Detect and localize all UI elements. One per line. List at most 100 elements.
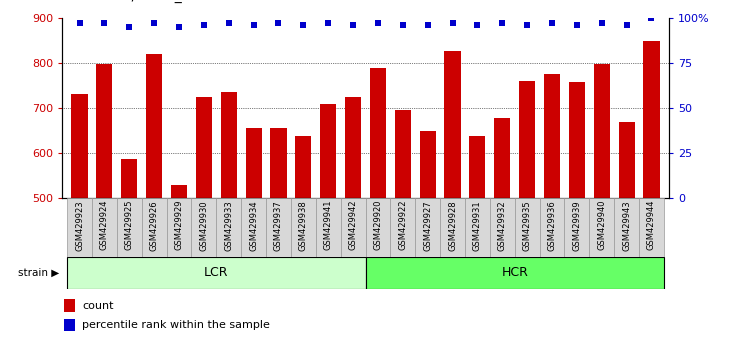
Text: GSM429932: GSM429932 — [498, 200, 507, 251]
Bar — [564, 198, 589, 257]
Bar — [117, 198, 142, 257]
Text: GSM429928: GSM429928 — [448, 200, 457, 251]
Text: GSM429943: GSM429943 — [622, 200, 631, 251]
Text: GSM429944: GSM429944 — [647, 200, 656, 251]
Bar — [341, 198, 366, 257]
Bar — [241, 198, 266, 257]
Point — [99, 20, 110, 26]
Text: GSM429934: GSM429934 — [249, 200, 258, 251]
Bar — [221, 92, 237, 198]
Bar — [539, 198, 564, 257]
Text: GSM429925: GSM429925 — [125, 200, 134, 251]
Bar — [594, 64, 610, 198]
Text: GSM429923: GSM429923 — [75, 200, 84, 251]
Point — [273, 20, 284, 26]
Bar — [96, 64, 113, 198]
Bar — [167, 198, 192, 257]
Bar — [544, 74, 560, 198]
Bar — [366, 198, 390, 257]
Bar — [64, 299, 75, 312]
Point — [372, 20, 384, 26]
Bar — [266, 198, 291, 257]
Text: GSM429939: GSM429939 — [572, 200, 581, 251]
Point — [223, 20, 235, 26]
Text: GSM429929: GSM429929 — [175, 200, 183, 251]
Point — [298, 22, 309, 28]
Bar — [643, 41, 659, 198]
Text: GSM429935: GSM429935 — [523, 200, 531, 251]
Bar — [320, 104, 336, 198]
Bar — [589, 198, 614, 257]
Bar — [295, 136, 311, 198]
Text: GSM429931: GSM429931 — [473, 200, 482, 251]
Text: GSM429937: GSM429937 — [274, 200, 283, 251]
Point — [546, 20, 558, 26]
Bar — [291, 198, 316, 257]
Text: percentile rank within the sample: percentile rank within the sample — [83, 320, 270, 330]
Point — [571, 22, 583, 28]
Text: strain ▶: strain ▶ — [18, 268, 59, 278]
Bar — [490, 198, 515, 257]
Text: count: count — [83, 301, 114, 311]
Bar — [494, 118, 510, 198]
Text: GDS3723 / ILMN_1373829: GDS3723 / ILMN_1373829 — [62, 0, 243, 3]
Bar — [639, 198, 664, 257]
Bar — [192, 198, 216, 257]
Point — [521, 22, 533, 28]
Point — [198, 22, 210, 28]
Text: GSM429924: GSM429924 — [100, 200, 109, 251]
Bar — [345, 97, 361, 198]
Bar — [196, 97, 212, 198]
Point — [248, 22, 260, 28]
Point — [645, 15, 657, 21]
Text: GSM429942: GSM429942 — [349, 200, 357, 251]
Point — [173, 24, 185, 29]
Bar — [614, 198, 639, 257]
Bar — [569, 82, 585, 198]
Point — [148, 20, 160, 26]
Bar — [270, 128, 287, 198]
Text: GSM429926: GSM429926 — [150, 200, 159, 251]
Bar — [618, 122, 635, 198]
Bar — [444, 51, 461, 198]
Bar — [469, 136, 485, 198]
Point — [496, 20, 508, 26]
Bar — [67, 198, 92, 257]
Bar — [515, 198, 539, 257]
Bar — [366, 257, 664, 289]
Bar — [316, 198, 341, 257]
Point — [422, 22, 433, 28]
Text: GSM429941: GSM429941 — [324, 200, 333, 251]
Bar — [465, 198, 490, 257]
Bar — [146, 54, 162, 198]
Bar — [64, 319, 75, 331]
Bar — [171, 185, 187, 198]
Text: GSM429936: GSM429936 — [548, 200, 556, 251]
Point — [596, 20, 607, 26]
Text: GSM429938: GSM429938 — [299, 200, 308, 251]
Point — [471, 22, 483, 28]
Bar — [390, 198, 415, 257]
Text: GSM429940: GSM429940 — [597, 200, 606, 251]
Bar — [142, 198, 167, 257]
Text: LCR: LCR — [204, 266, 229, 279]
Bar — [246, 128, 262, 198]
Bar — [121, 159, 137, 198]
Bar — [395, 110, 411, 198]
Point — [322, 20, 334, 26]
Bar — [420, 131, 436, 198]
Bar — [72, 95, 88, 198]
Point — [74, 20, 86, 26]
Bar — [92, 198, 117, 257]
Point — [347, 22, 359, 28]
Text: GSM429927: GSM429927 — [423, 200, 432, 251]
Point — [447, 20, 458, 26]
Point — [621, 22, 632, 28]
Bar — [67, 257, 366, 289]
Bar — [440, 198, 465, 257]
Point — [397, 22, 409, 28]
Bar — [519, 81, 535, 198]
Bar — [370, 68, 386, 198]
Text: HCR: HCR — [501, 266, 528, 279]
Text: GSM429933: GSM429933 — [224, 200, 233, 251]
